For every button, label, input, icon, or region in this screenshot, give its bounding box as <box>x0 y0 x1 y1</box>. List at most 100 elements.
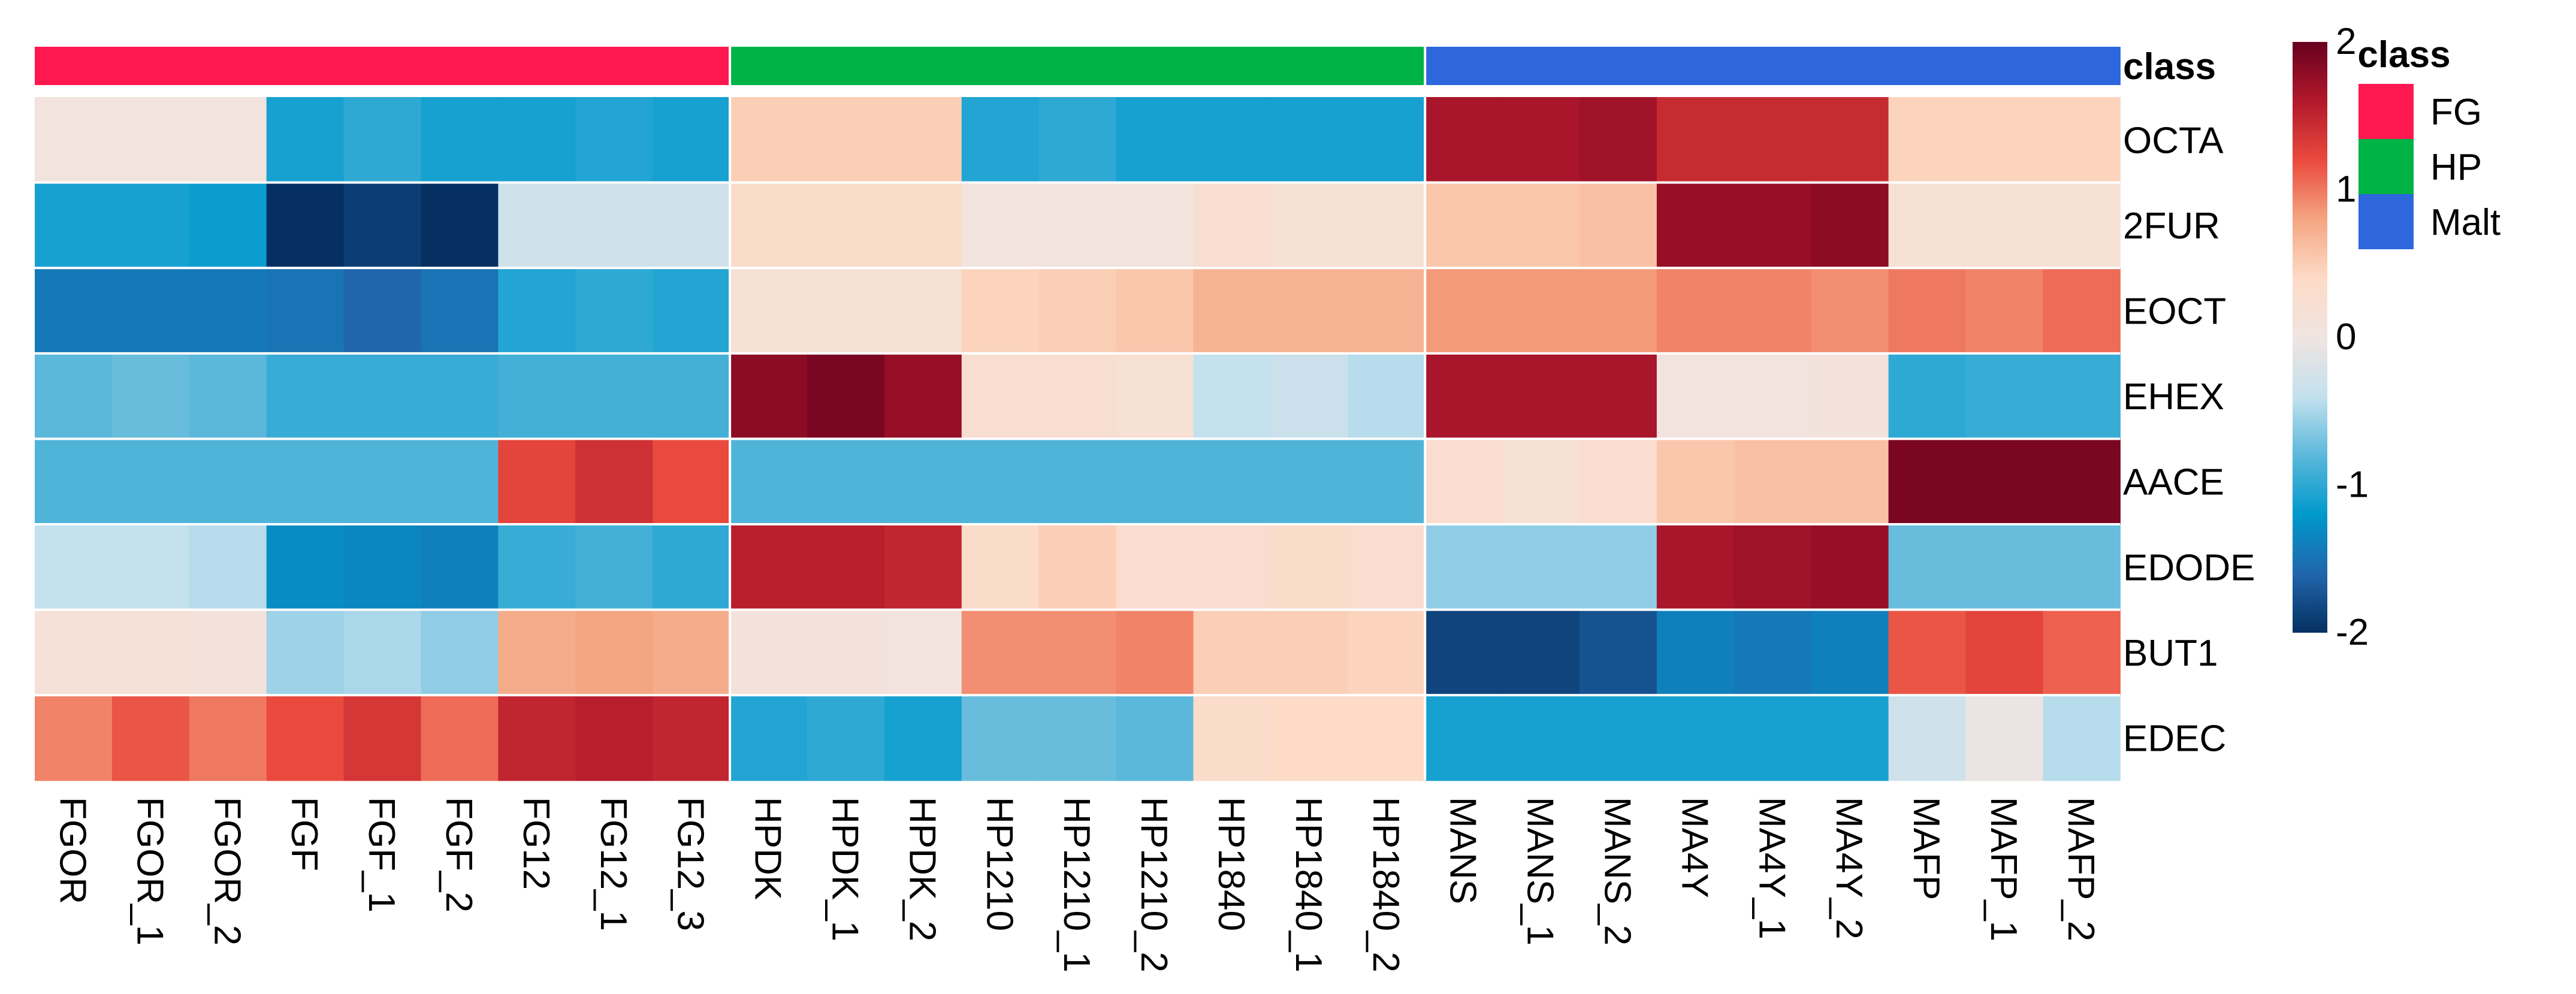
heatmap-cell-EDEC-HP1840 <box>1193 695 1271 781</box>
heatmap-cell-BUT1-FGOR <box>35 609 113 696</box>
annotation-cell-FG12 <box>498 47 576 85</box>
column-label-MAFP_2: MAFP_2 <box>2060 797 2101 941</box>
heatmap-cell-EDODE-MAFP_1 <box>1965 524 2043 611</box>
heatmap-cell-EHEX-MANS <box>1425 353 1503 439</box>
row-separator <box>35 352 2121 355</box>
color-scale-tick: -2 <box>2336 612 2369 653</box>
color-scale-bar: 2 1 0 -1 -2 <box>2293 21 2369 653</box>
annotation-cell-MANS_2 <box>1580 47 1657 85</box>
heatmap-cell-2FUR-HP1840 <box>1193 182 1271 268</box>
heatmap-cell-AACE-FGF_1 <box>343 439 422 525</box>
heatmap-cell-EHEX-FGF <box>266 353 345 439</box>
heatmap-cell-EDODE-FG12_1 <box>575 524 653 611</box>
heatmap-cell-EHEX-HP1840 <box>1193 353 1271 439</box>
heatmap-cell-EOCT-MAFP <box>1888 268 1967 354</box>
heatmap-cell-OCTA-HP1210 <box>961 97 1040 183</box>
heatmap-cell-EOCT-FGF_2 <box>421 268 499 354</box>
heatmap-cell-EDODE-MA4Y <box>1656 524 1735 611</box>
heatmap-cell-EOCT-MA4Y <box>1656 268 1735 354</box>
annotation-cell-MANS <box>1425 47 1503 85</box>
annotation-cell-MAFP_2 <box>2043 47 2121 85</box>
heatmap-cell-OCTA-MAFP_2 <box>2043 97 2121 183</box>
legend-label-Malt: Malt <box>2430 202 2500 243</box>
heatmap-cell-EDEC-MA4Y_1 <box>1734 695 1812 781</box>
heatmap-cell-BUT1-FGF <box>266 609 345 696</box>
heatmap-cell-EOCT-FGF <box>266 268 345 354</box>
annotation-separator <box>1424 47 1427 85</box>
heatmap-cell-EDEC-FGOR <box>35 695 113 781</box>
heatmap-cell-EHEX-FG12_3 <box>653 353 730 439</box>
heatmap-cell-BUT1-MA4Y_2 <box>1811 609 1889 696</box>
heatmap-cell-EOCT-HP1210 <box>961 268 1040 354</box>
heatmap-cell-BUT1-FGOR_1 <box>111 609 190 696</box>
column-label-HP1840_2: HP1840_2 <box>1365 797 1406 972</box>
heatmap-cell-EDODE-HP1840 <box>1193 524 1271 611</box>
annotation-cell-FGOR_2 <box>189 47 267 85</box>
annotation-cell-HPDK_2 <box>884 47 962 85</box>
heatmap-cell-EDODE-MAFP <box>1888 524 1967 611</box>
heatmap-cell-AACE-HP1210_1 <box>1038 439 1117 525</box>
group-separator <box>1424 97 1427 781</box>
heatmap-cell-EDEC-MA4Y_2 <box>1811 695 1889 781</box>
heatmap-cell-AACE-HPDK_2 <box>884 439 962 525</box>
heatmap-cell-EHEX-HP1840_2 <box>1348 353 1426 439</box>
column-label-MAFP_1: MAFP_1 <box>1983 797 2024 941</box>
heatmap-cell-EDEC-MAFP <box>1888 695 1967 781</box>
row-separator <box>35 437 2121 440</box>
heatmap-cell-BUT1-HP1840_2 <box>1348 609 1426 696</box>
heatmap-cell-OCTA-HP1210_1 <box>1038 97 1117 183</box>
annotation-cell-FGOR <box>35 47 113 85</box>
heatmap-cell-EHEX-MA4Y <box>1656 353 1735 439</box>
heatmap-cell-OCTA-HP1840_2 <box>1348 97 1426 183</box>
annotation-cell-FGF <box>266 47 345 85</box>
heatmap-cell-AACE-MANS_1 <box>1502 439 1580 525</box>
legend-label-HP: HP <box>2430 147 2482 188</box>
heatmap-cell-EDODE-MANS_1 <box>1502 524 1580 611</box>
heatmap-cell-OCTA-HP1840_1 <box>1270 97 1348 183</box>
column-label-HPDK: HPDK <box>747 797 789 900</box>
heatmap-cell-EDEC-FG12_1 <box>575 695 653 781</box>
column-label-MAFP: MAFP <box>1905 797 1947 900</box>
heatmap-cell-EDODE-FGOR <box>35 524 113 611</box>
heatmap-cell-EHEX-MAFP_1 <box>1965 353 2043 439</box>
row-separator <box>35 267 2121 270</box>
column-label-HP1210_1: HP1210_1 <box>1056 797 1097 972</box>
heatmap-cell-AACE-MAFP_2 <box>2043 439 2121 525</box>
heatmap-cell-EOCT-MAFP_2 <box>2043 268 2121 354</box>
heatmap-cell-2FUR-MANS <box>1425 182 1503 268</box>
heatmap-cell-EHEX-MAFP <box>1888 353 1967 439</box>
heatmap-cell-EOCT-MANS_2 <box>1580 268 1657 354</box>
row-label-EDODE: EDODE <box>2123 547 2255 588</box>
annotation-cell-MA4Y_2 <box>1811 47 1889 85</box>
heatmap-cell-EOCT-MA4Y_1 <box>1734 268 1812 354</box>
row-label-EOCT: EOCT <box>2123 291 2226 333</box>
heatmap-cell-EDEC-FGOR_1 <box>111 695 190 781</box>
heatmap-cell-EDODE-FG12_3 <box>653 524 730 611</box>
heatmap-cell-2FUR-HPDK_1 <box>807 182 885 268</box>
column-label-MANS_2: MANS_2 <box>1596 797 1638 945</box>
column-label-FGF: FGF <box>283 797 325 871</box>
heatmap-cell-2FUR-MAFP <box>1888 182 1967 268</box>
class-annotation-bar <box>35 47 2121 85</box>
heatmap-cell-EDODE-MA4Y_2 <box>1811 524 1889 611</box>
row-separator <box>35 694 2121 697</box>
heatmap-cell-EOCT-FG12_3 <box>653 268 730 354</box>
heatmap-cell-BUT1-MAFP_2 <box>2043 609 2121 696</box>
heatmap-cell-EOCT-FG12 <box>498 268 576 354</box>
heatmap-cell-EDEC-FG12 <box>498 695 576 781</box>
heatmap-cell-EDEC-HP1840_1 <box>1270 695 1348 781</box>
heatmap-cell-EHEX-FGOR <box>35 353 113 439</box>
heatmap-cell-EDODE-FGF_1 <box>343 524 422 611</box>
heatmap-cell-OCTA-FG12_3 <box>653 97 730 183</box>
column-label-HP1840: HP1840 <box>1210 797 1252 931</box>
heatmap-cell-2FUR-HP1210_1 <box>1038 182 1117 268</box>
heatmap-cell-OCTA-MA4Y <box>1656 97 1735 183</box>
heatmap-cell-EOCT-HP1210_2 <box>1116 268 1194 354</box>
heatmap-cell-EOCT-HP1210_1 <box>1038 268 1117 354</box>
heatmap-cell-EDODE-HPDK_1 <box>807 524 885 611</box>
heatmap-cell-AACE-FG12 <box>498 439 576 525</box>
heatmap-cell-BUT1-FG12_3 <box>653 609 730 696</box>
heatmap-cell-OCTA-FGF_1 <box>343 97 422 183</box>
column-label-HP1210: HP1210 <box>979 797 1020 931</box>
heatmap-cell-EDEC-FGOR_2 <box>189 695 267 781</box>
